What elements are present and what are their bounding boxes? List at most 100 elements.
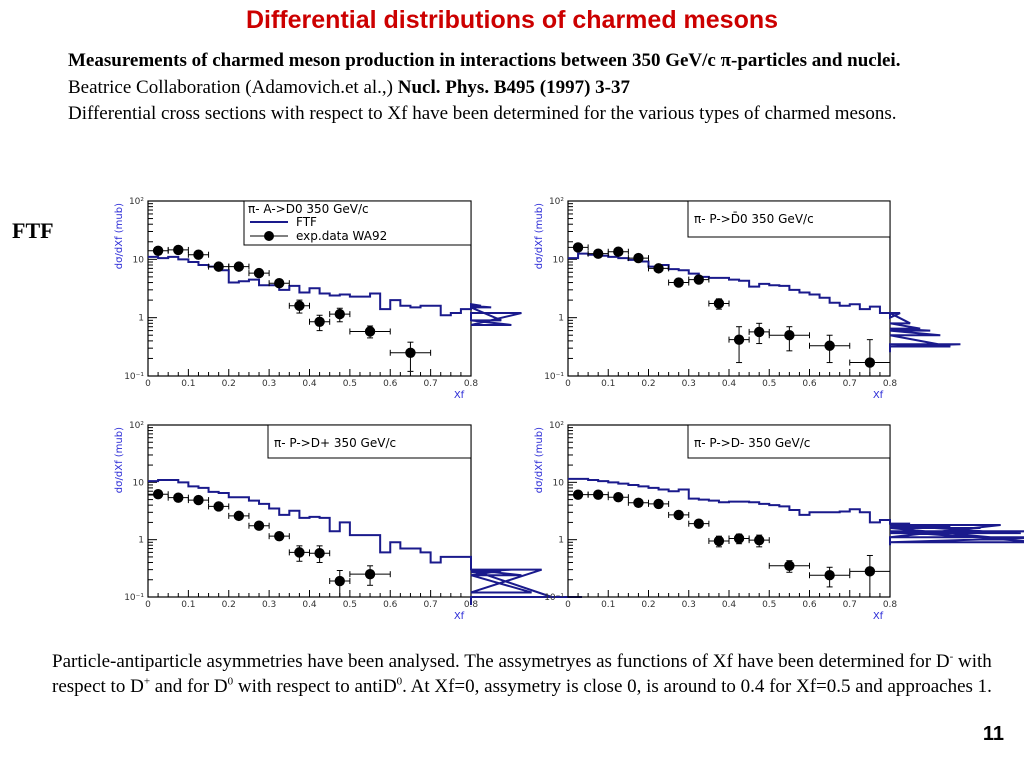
x-tick-label: 0.1 xyxy=(601,600,615,610)
data-marker xyxy=(405,347,416,358)
x-tick-label: 0.5 xyxy=(762,379,776,389)
y-axis-title: dσ/dXf (mub) xyxy=(114,427,125,493)
y-tick-label: 10² xyxy=(129,197,144,207)
x-tick-label: 0.3 xyxy=(262,379,276,389)
y-tick-label: 10⁻¹ xyxy=(124,593,144,603)
y-axis-title: dσ/dXf (mub) xyxy=(534,203,545,269)
asym-text-1: Particle-antiparticle asymmetries have b… xyxy=(52,651,950,672)
exp-data-point xyxy=(708,535,730,548)
data-marker xyxy=(592,489,604,500)
x-tick-label: 0.4 xyxy=(722,600,737,610)
data-marker xyxy=(173,244,184,256)
data-marker xyxy=(294,547,305,558)
exp-data-point xyxy=(688,274,710,285)
data-marker xyxy=(713,535,725,547)
legend-box xyxy=(687,424,891,459)
data-marker xyxy=(713,298,725,309)
exp-data-point xyxy=(187,249,210,260)
x-tick-label: 0.2 xyxy=(222,600,236,610)
exp-data-point xyxy=(809,334,851,364)
x-tick-label: 0.2 xyxy=(641,600,655,610)
legend-box xyxy=(267,424,472,459)
data-marker xyxy=(193,494,204,506)
x-tick-label: 0.5 xyxy=(343,379,357,389)
exp-data-point xyxy=(228,510,250,522)
x-tick-label: 0.2 xyxy=(222,379,236,389)
exp-data-point xyxy=(208,501,230,512)
x-axis-title: Xf xyxy=(873,390,884,401)
x-axis-title: Xf xyxy=(873,611,884,622)
data-marker xyxy=(213,261,224,272)
data-marker xyxy=(824,340,835,351)
data-marker xyxy=(334,575,345,587)
exp-data-point xyxy=(668,509,690,521)
x-tick-label: 0.4 xyxy=(302,600,317,610)
data-marker xyxy=(213,501,224,512)
x-tick-label: 0.6 xyxy=(802,379,817,389)
legend-title: π- P->D+ 350 GeV/c xyxy=(274,436,396,450)
journal-reference: Nucl. Phys. B495 (1997) 3-37 xyxy=(397,76,630,98)
x-tick-label: 0.3 xyxy=(682,379,696,389)
exp-data-point xyxy=(809,566,851,588)
exp-data-point xyxy=(288,545,310,562)
exp-data-point xyxy=(849,554,891,598)
legend-title: π- P->D̄0 350 GeV/c xyxy=(694,212,814,226)
data-marker xyxy=(864,566,876,577)
data-marker xyxy=(364,568,376,580)
exp-data-point xyxy=(187,494,210,506)
intro-line-2: Differential cross sections with respect… xyxy=(68,103,897,124)
exp-data-point xyxy=(567,489,589,500)
exp-data-point xyxy=(768,560,810,573)
y-tick-label: 1 xyxy=(138,536,144,546)
x-tick-label: 0.7 xyxy=(843,379,857,389)
x-tick-label: 0.7 xyxy=(423,379,437,389)
data-marker xyxy=(613,246,624,257)
y-tick-label: 10² xyxy=(129,421,144,431)
data-marker xyxy=(864,357,876,368)
x-axis-title: Xf xyxy=(454,611,465,622)
data-marker xyxy=(364,326,376,337)
data-marker xyxy=(592,248,604,259)
data-marker xyxy=(253,520,265,531)
y-axis-title: dσ/dXf (mub) xyxy=(114,203,125,269)
asym-sup-3: 0 xyxy=(227,675,234,688)
asym-text-3: and for D xyxy=(150,675,228,697)
ftf-side-label: FTF xyxy=(12,218,54,243)
data-marker xyxy=(673,277,684,288)
x-tick-label: 0.7 xyxy=(423,600,437,610)
exp-data-point xyxy=(567,242,589,253)
y-tick-label: 10 xyxy=(553,478,565,488)
data-marker xyxy=(294,300,305,311)
data-marker xyxy=(824,570,835,581)
data-marker xyxy=(693,274,705,285)
exp-data-point xyxy=(389,341,432,372)
intro-bold-1: Measurements of charmed meson production… xyxy=(68,50,901,71)
data-marker xyxy=(572,242,584,253)
x-tick-label: 0.8 xyxy=(883,379,898,389)
y-tick-label: 10 xyxy=(133,255,145,265)
legend-exp-swatch-marker xyxy=(264,231,274,241)
exp-data-point xyxy=(329,569,351,598)
legend-ftf-label: FTF xyxy=(296,215,317,229)
x-tick-label: 0.3 xyxy=(262,600,276,610)
data-marker xyxy=(253,267,265,279)
x-tick-label: 0.6 xyxy=(383,600,398,610)
exp-data-point xyxy=(268,530,290,542)
data-marker xyxy=(233,510,245,522)
exp-data-point xyxy=(648,498,670,510)
exp-data-point xyxy=(728,533,750,545)
legend-exp-label: exp.data WA92 xyxy=(296,229,387,243)
exp-data-point xyxy=(309,314,331,332)
data-marker xyxy=(673,509,684,521)
y-tick-label: 1 xyxy=(558,314,564,324)
x-tick-label: 0.4 xyxy=(302,379,317,389)
data-marker xyxy=(733,334,745,345)
exp-data-point xyxy=(587,248,609,259)
asym-sup-1: - xyxy=(949,650,954,663)
data-marker xyxy=(572,489,584,500)
asym-text-5: . At Xf=0, assymetry is close 0, is arou… xyxy=(402,675,992,697)
exp-data-point xyxy=(309,545,331,563)
